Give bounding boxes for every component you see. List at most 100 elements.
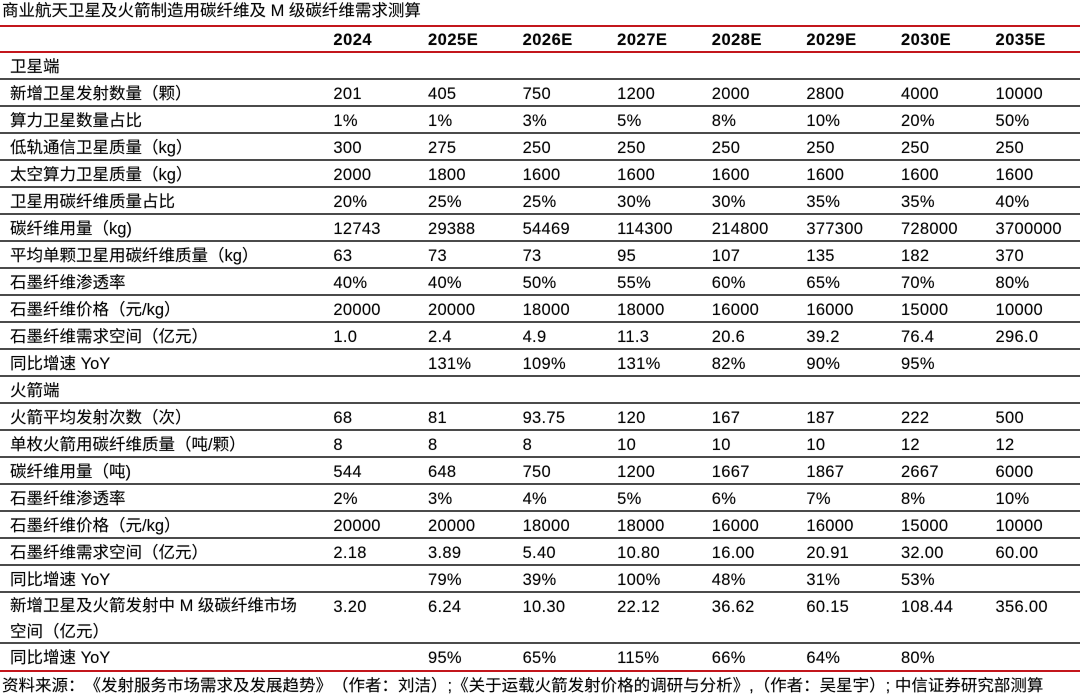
value-cell: 114300 [617, 219, 673, 238]
value-cell: 544 [333, 462, 362, 481]
value-cell: 250 [522, 138, 552, 157]
value-cell: 10.80 [617, 543, 660, 562]
table-row: 太空算力卫星质量（kg） 2000 1800 1600 1600 1600 1600 1600… [0, 161, 1080, 188]
value-cell: 2.18 [333, 543, 367, 562]
value-cell: 120 [617, 408, 646, 427]
value-cell: 167 [711, 408, 741, 427]
row-label: 低轨通信卫星质量（kg） [10, 138, 193, 157]
table-row: 平均单颗卫星用碳纤维质量（kg） 63 73 73 95 107 135 182 370 [0, 242, 1080, 269]
table-row: 新增卫星发射数量（颗） 201 405 750 1200 2000 2800 4000 1000… [0, 80, 1080, 107]
value-cell: 20.6 [711, 327, 746, 346]
value-cell: 250 [995, 138, 1024, 157]
row-label: 新增卫星发射数量（颗） [10, 84, 192, 103]
value-cell: 68 [333, 408, 353, 427]
value-cell: 36.62 [711, 597, 755, 616]
value-cell: 377300 [806, 219, 864, 238]
value-cell: 12743 [333, 219, 381, 238]
value-cell: 1600 [900, 165, 939, 184]
value-cell: 1.0 [333, 327, 358, 346]
row-label: 平均单颗卫星用碳纤维质量（kg） [10, 246, 259, 265]
value-cell: 370 [995, 246, 1024, 265]
value-cell: 16.00 [711, 543, 755, 562]
value-cell [901, 66, 996, 68]
table-row: 卫星用碳纤维质量占比 20% 25% 25% 30% 30% 35% 35% 40% [0, 188, 1080, 215]
value-cell [712, 66, 807, 68]
value-cell: 728000 [900, 219, 958, 238]
header-spacer-cell [0, 39, 333, 41]
value-cell: 18000 [617, 516, 665, 535]
value-cell: 80% [995, 273, 1030, 292]
value-cell: 15000 [900, 516, 949, 535]
value-cell [996, 657, 1080, 659]
value-cell: 50% [522, 273, 557, 292]
value-cell: 107 [711, 246, 741, 265]
value-cell: 55% [617, 273, 652, 292]
section-row: 火箭端 [0, 377, 1080, 404]
value-cell: 11.3 [617, 327, 650, 346]
value-cell: 64% [806, 649, 841, 668]
value-cell [333, 66, 428, 68]
row-label: 卫星用碳纤维质量占比 [10, 192, 175, 211]
value-cell: 18000 [522, 300, 570, 319]
value-cell: 82% [711, 354, 746, 373]
value-cell: 108.44 [900, 597, 954, 616]
value-cell: 66% [711, 649, 746, 668]
value-cell: 48% [711, 570, 746, 589]
value-cell: 54469 [522, 219, 570, 238]
value-cell: 29388 [427, 219, 476, 238]
value-cell: 40% [333, 273, 368, 292]
value-cell [901, 390, 996, 392]
value-cell [806, 66, 901, 68]
value-cell: 30% [617, 192, 652, 211]
value-cell: 4% [522, 489, 548, 508]
table-row: 同比增速 YoY 95% 65% 115% 66% 64% 80% [0, 644, 1080, 672]
value-cell: 5.40 [522, 543, 556, 562]
column-header-2030E: 2030E [900, 30, 952, 49]
value-cell: 1867 [806, 462, 845, 481]
value-cell: 22.12 [617, 597, 660, 616]
value-cell [523, 390, 618, 392]
value-cell [617, 390, 712, 392]
value-cell: 7% [806, 489, 831, 508]
value-cell [333, 390, 428, 392]
value-cell: 70% [900, 273, 935, 292]
value-cell: 2000 [333, 165, 372, 184]
row-label: 算力卫星数量占比 [10, 111, 142, 130]
value-cell: 5% [617, 489, 642, 508]
value-cell: 6% [711, 489, 737, 508]
value-cell: 30% [711, 192, 746, 211]
table-row: 石墨纤维价格（元/kg） 20000 20000 18000 18000 16000 160… [0, 512, 1080, 539]
value-cell [996, 66, 1080, 68]
value-cell: 187 [806, 408, 835, 427]
row-label: 石墨纤维渗透率 [10, 489, 126, 508]
value-cell [712, 390, 807, 392]
value-cell [428, 66, 523, 68]
value-cell: 79% [427, 570, 462, 589]
value-cell: 10 [711, 435, 731, 454]
table-row: 碳纤维用量（kg) 12743 29388 54469 114300 214800 3773… [0, 215, 1080, 242]
value-cell: 135 [806, 246, 835, 265]
value-cell: 10000 [995, 84, 1043, 103]
value-cell: 201 [333, 84, 362, 103]
value-cell: 2800 [806, 84, 845, 103]
value-cell: 10% [995, 489, 1030, 508]
table-row: 石墨纤维渗透率 40% 40% 50% 55% 60% 65% 70% 80% [0, 269, 1080, 296]
value-cell: 15000 [900, 300, 949, 319]
value-cell: 1200 [617, 84, 656, 103]
value-cell: 109% [522, 354, 566, 373]
value-cell: 10000 [995, 516, 1043, 535]
value-cell: 2000 [711, 84, 750, 103]
row-label: 单枚火箭用碳纤维质量（吨/颗） [10, 435, 246, 454]
value-cell [996, 390, 1080, 392]
value-cell: 73 [427, 246, 447, 265]
table-row: 算力卫星数量占比 1% 1% 3% 5% 8% 10% 20% 50% [0, 107, 1080, 134]
value-cell: 3.89 [427, 543, 462, 562]
value-cell: 750 [522, 462, 552, 481]
value-cell: 25% [522, 192, 557, 211]
value-cell: 3700000 [995, 219, 1062, 238]
value-cell: 500 [995, 408, 1024, 427]
row-label: 新增卫星及火箭发射中 M 级碳纤维市场 空间（亿元） [0, 593, 333, 645]
value-cell: 95% [427, 649, 462, 668]
value-cell: 250 [806, 138, 835, 157]
value-cell: 3% [522, 111, 548, 130]
